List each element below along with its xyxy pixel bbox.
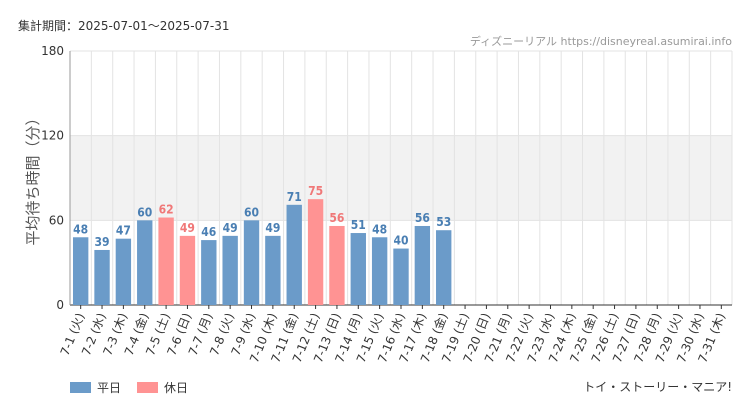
bar-16[interactable] [393, 248, 409, 305]
site-credit: ディズニーリアル https://disneyreal.asumirai.inf… [469, 35, 732, 48]
legend-holiday-swatch [137, 382, 158, 393]
bar-15[interactable] [371, 237, 388, 305]
y-tick-label: 120 [41, 129, 64, 143]
data-label: 48 [73, 222, 88, 236]
data-label: 56 [415, 211, 430, 225]
data-label: 49 [265, 221, 280, 235]
bar-1[interactable] [72, 237, 89, 305]
data-label: 39 [95, 235, 110, 249]
x-axis-ticks: 7-1 (火)7-2 (水)7-3 (木)7-4 (金)7-5 (土)7-6 (… [58, 305, 728, 365]
bar-12[interactable] [307, 199, 324, 305]
data-label: 49 [223, 221, 238, 235]
data-label: 48 [372, 222, 387, 236]
period-label: 集計期間：2025-07-01～2025-07-31 [18, 19, 230, 33]
bar-8[interactable] [222, 235, 238, 305]
legend-holiday[interactable]: 休日 [137, 379, 188, 396]
y-tick-label: 0 [56, 298, 64, 312]
bar-10[interactable] [265, 235, 281, 305]
bar-17[interactable] [414, 225, 431, 305]
bar-2[interactable] [94, 249, 110, 305]
y-tick-label: 60 [49, 213, 64, 227]
legend-weekday-label: 平日 [97, 381, 122, 395]
bar-9[interactable] [243, 220, 260, 305]
data-label: 60 [244, 205, 259, 219]
data-label: 62 [159, 203, 174, 217]
data-label: 49 [180, 221, 195, 235]
y-axis-label: 平均待ち時間（分） [24, 110, 42, 245]
bar-3[interactable] [115, 238, 132, 305]
data-label: 47 [116, 224, 131, 238]
data-label: 51 [351, 218, 366, 232]
bars-group [72, 199, 452, 305]
bar-11[interactable] [286, 204, 302, 305]
data-labels-group: 48 39 47 60 62 49 46 49 60 49 71 75 56 51 48 40 56 53 [73, 184, 451, 249]
data-label: 56 [329, 211, 344, 225]
y-axis-ticks: 0 60 120 180 [41, 44, 64, 312]
y-tick-label: 180 [41, 44, 64, 58]
bar-14[interactable] [350, 233, 366, 305]
legend-weekday-swatch [70, 382, 91, 393]
bar-4[interactable] [137, 220, 153, 305]
shaded-band [70, 135, 732, 221]
data-label: 40 [393, 234, 408, 248]
bar-7[interactable] [201, 240, 217, 305]
bar-5[interactable] [158, 217, 174, 305]
legend-holiday-label: 休日 [164, 381, 189, 395]
bar-13[interactable] [329, 225, 345, 305]
bar-18[interactable] [436, 230, 452, 305]
data-label: 60 [137, 205, 152, 219]
bar-6[interactable] [179, 235, 196, 305]
data-label: 46 [201, 225, 216, 239]
data-label: 71 [287, 190, 302, 204]
attraction-name: トイ・ストーリー・マニア! [583, 380, 732, 394]
data-label: 53 [436, 215, 451, 229]
data-label: 75 [308, 184, 323, 198]
legend-weekday[interactable]: 平日 [70, 379, 121, 396]
